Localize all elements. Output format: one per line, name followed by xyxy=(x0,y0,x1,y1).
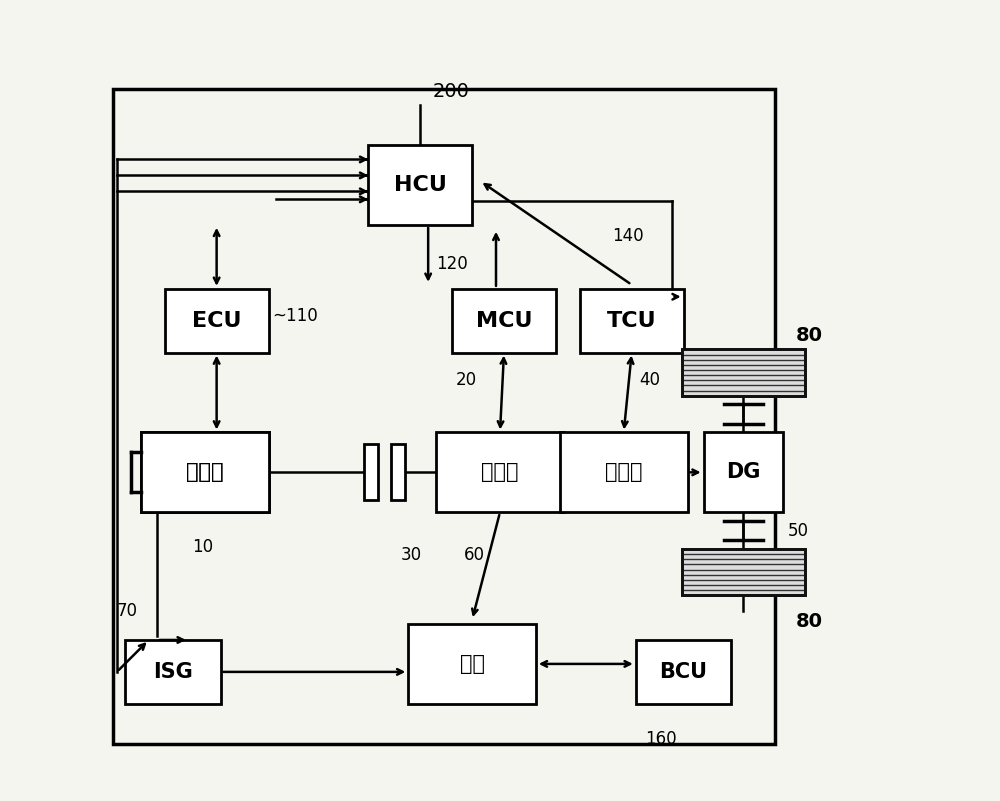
Text: BCU: BCU xyxy=(660,662,708,682)
Text: 70: 70 xyxy=(117,602,138,620)
Bar xyxy=(704,433,783,513)
Bar xyxy=(364,445,378,501)
Bar xyxy=(141,433,269,513)
Bar xyxy=(165,288,269,352)
Text: DG: DG xyxy=(726,462,761,482)
Text: 发动机: 发动机 xyxy=(186,462,223,482)
Bar xyxy=(682,549,805,595)
Bar xyxy=(560,433,688,513)
Text: 发动机: 发动机 xyxy=(186,462,223,482)
Text: ECU: ECU xyxy=(192,311,241,331)
Bar xyxy=(682,349,805,396)
Text: MCU: MCU xyxy=(476,311,532,331)
Text: 160: 160 xyxy=(645,730,677,748)
Text: 10: 10 xyxy=(192,538,213,556)
Text: 200: 200 xyxy=(432,83,469,101)
Bar xyxy=(636,640,731,704)
Text: ISG: ISG xyxy=(153,662,193,682)
Text: 50: 50 xyxy=(787,522,808,540)
Text: TCU: TCU xyxy=(607,311,657,331)
Text: ~110: ~110 xyxy=(273,307,318,324)
Text: HCU: HCU xyxy=(394,175,447,195)
Bar xyxy=(125,640,221,704)
Bar xyxy=(580,288,684,352)
Bar xyxy=(391,445,405,501)
Text: 40: 40 xyxy=(640,371,661,388)
Bar xyxy=(682,349,805,396)
Bar xyxy=(682,549,805,595)
Text: 电动机: 电动机 xyxy=(481,462,519,482)
Text: 20: 20 xyxy=(456,371,477,388)
Bar xyxy=(113,89,775,744)
Text: 140: 140 xyxy=(612,227,643,245)
Bar xyxy=(436,433,564,513)
Bar xyxy=(141,433,269,513)
Text: 60: 60 xyxy=(464,546,485,564)
Text: 30: 30 xyxy=(400,546,421,564)
Text: 80: 80 xyxy=(795,612,822,631)
Text: 变速器: 变速器 xyxy=(605,462,642,482)
Text: 电池: 电池 xyxy=(460,654,485,674)
Bar xyxy=(452,288,556,352)
Bar xyxy=(368,145,472,225)
Text: 80: 80 xyxy=(795,327,822,345)
Bar xyxy=(408,624,536,704)
Text: 120: 120 xyxy=(436,255,468,273)
